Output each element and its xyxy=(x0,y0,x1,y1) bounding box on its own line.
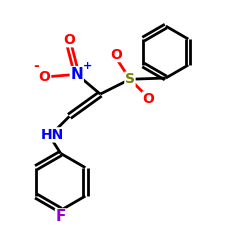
Text: +: + xyxy=(82,62,92,72)
Text: O: O xyxy=(64,33,75,47)
Text: HN: HN xyxy=(40,128,64,142)
Text: F: F xyxy=(56,209,66,224)
Text: N: N xyxy=(70,67,83,82)
Text: O: O xyxy=(142,92,154,106)
Text: S: S xyxy=(125,72,135,86)
Text: O: O xyxy=(110,48,122,62)
Text: O: O xyxy=(39,70,50,84)
Text: -: - xyxy=(33,59,39,73)
